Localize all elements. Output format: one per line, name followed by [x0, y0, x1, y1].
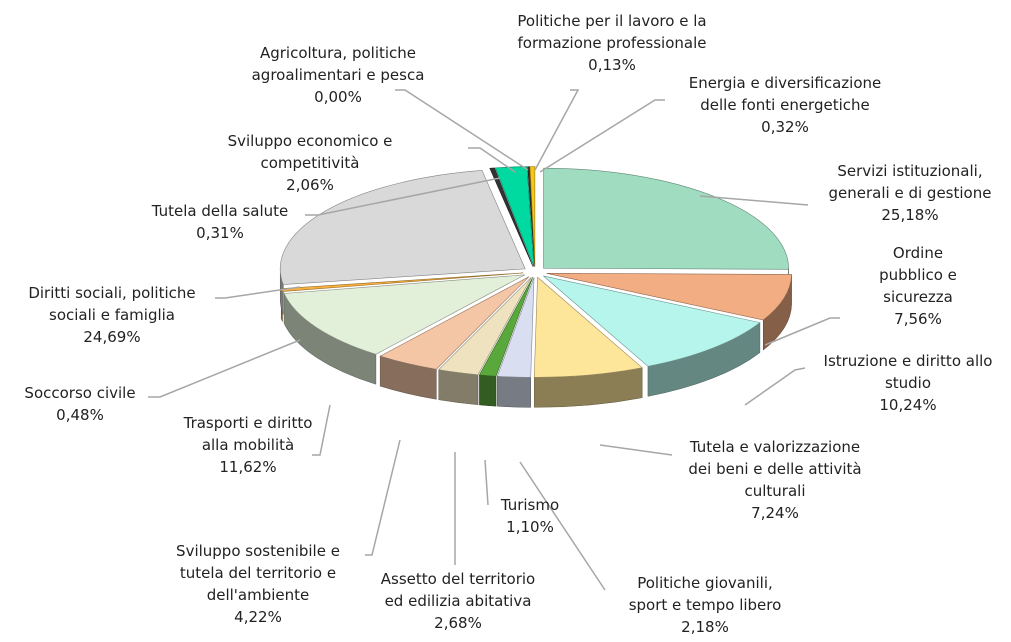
data-label: Tutela della salute 0,31%: [90, 200, 350, 244]
value-label: 0,00%: [314, 88, 362, 106]
category-label: Trasporti e diritto alla mobilità: [183, 414, 313, 454]
value-label: 0,48%: [56, 406, 104, 424]
leader-line: [365, 439, 401, 556]
category-label: Sviluppo sostenibile e tutela del territ…: [176, 542, 340, 604]
leader-line: [305, 177, 501, 216]
slice: [283, 274, 525, 355]
category-label: Sviluppo economico e competitività: [227, 132, 393, 172]
category-label: Diritti sociali, politiche sociali e fam…: [28, 284, 196, 324]
category-label: Assetto del territorio ed edilizia abita…: [380, 570, 536, 610]
value-label: 2,18%: [681, 618, 729, 636]
value-label: 7,24%: [751, 504, 799, 522]
category-label: Tutela della salute: [151, 202, 289, 220]
leader-line: [599, 444, 673, 456]
data-label: Politiche per il lavoro e la formazione …: [482, 10, 742, 76]
data-label: Sviluppo sostenibile e tutela del territ…: [128, 540, 388, 628]
slice-side: [479, 374, 497, 407]
leader-line: [539, 99, 665, 173]
data-label: Servizi istituzionali, generali e di ges…: [780, 160, 1011, 226]
value-label: 0,13%: [588, 56, 636, 74]
category-label: Soccorso civile: [24, 384, 136, 402]
slice-side: [497, 375, 531, 408]
leader-line: [148, 339, 301, 398]
data-label: Turismo 1,10%: [400, 494, 660, 538]
slices: [279, 166, 792, 408]
slice: [279, 170, 526, 285]
leader-line: [764, 317, 840, 346]
leader-line: [484, 459, 489, 506]
leader-line: [312, 404, 331, 456]
data-label: Ordine pubblico e sicurezza 7,56%: [788, 242, 1011, 330]
slice: [379, 276, 530, 370]
data-label: Assetto del territorio ed edilizia abita…: [328, 568, 588, 634]
slice-side: [438, 369, 479, 406]
data-label: Diritti sociali, politiche sociali e fam…: [0, 282, 242, 348]
category-label: Agricoltura, politiche agroalimentari e …: [251, 44, 425, 84]
category-label: Politiche giovanili, sport e tempo liber…: [628, 574, 782, 614]
leader-line: [468, 147, 516, 173]
data-label: Istruzione e diritto allo studio 10,24%: [778, 350, 1011, 416]
slice: [496, 277, 535, 378]
slice: [478, 277, 534, 377]
value-label: 4,22%: [234, 608, 282, 626]
category-label: Politiche per il lavoro e la formazione …: [517, 12, 707, 52]
leader-line: [744, 367, 806, 406]
value-label: 1,10%: [506, 518, 554, 536]
data-label: Sviluppo economico e competitività 2,06%: [180, 130, 440, 196]
leader-line: [534, 89, 580, 171]
value-label: 11,62%: [219, 458, 277, 476]
data-label: Tutela e valorizzazione dei beni e delle…: [645, 436, 905, 524]
leader-lines: [148, 89, 840, 591]
slice: [489, 167, 534, 267]
slice: [529, 166, 536, 267]
value-label: 24,69%: [83, 328, 141, 346]
value-label: 2,68%: [434, 614, 482, 632]
value-label: 0,31%: [196, 224, 244, 242]
slice: [438, 276, 532, 376]
slice: [533, 276, 643, 378]
data-label: Politiche giovanili, sport e tempo liber…: [575, 572, 835, 638]
data-label: Agricoltura, politiche agroalimentari e …: [208, 42, 468, 108]
data-label: Trasporti e diritto alla mobilità 11,62%: [118, 412, 378, 478]
category-label: Servizi istituzionali, generali e di ges…: [828, 162, 992, 202]
value-label: 7,56%: [894, 310, 942, 328]
value-label: 2,06%: [286, 176, 334, 194]
category-label: Energia e diversificazione delle fonti e…: [688, 74, 882, 114]
slice: [543, 167, 789, 270]
value-label: 0,32%: [761, 118, 809, 136]
slice: [543, 275, 761, 367]
slice: [494, 166, 535, 267]
slice: [546, 273, 792, 321]
leader-line: [519, 461, 606, 591]
leader-line: [699, 195, 809, 206]
leader-line: [395, 89, 529, 171]
category-label: Tutela e valorizzazione dei beni e delle…: [688, 438, 862, 500]
category-label: Turismo: [500, 496, 560, 514]
data-label: Energia e diversificazione delle fonti e…: [655, 72, 915, 138]
category-label: Istruzione e diritto allo studio: [823, 352, 993, 392]
data-label: Soccorso civile 0,48%: [0, 382, 210, 426]
category-label: Ordine pubblico e sicurezza: [879, 244, 957, 306]
value-label: 10,24%: [879, 396, 937, 414]
leader-line: [215, 286, 301, 299]
value-label: 25,18%: [881, 206, 939, 224]
